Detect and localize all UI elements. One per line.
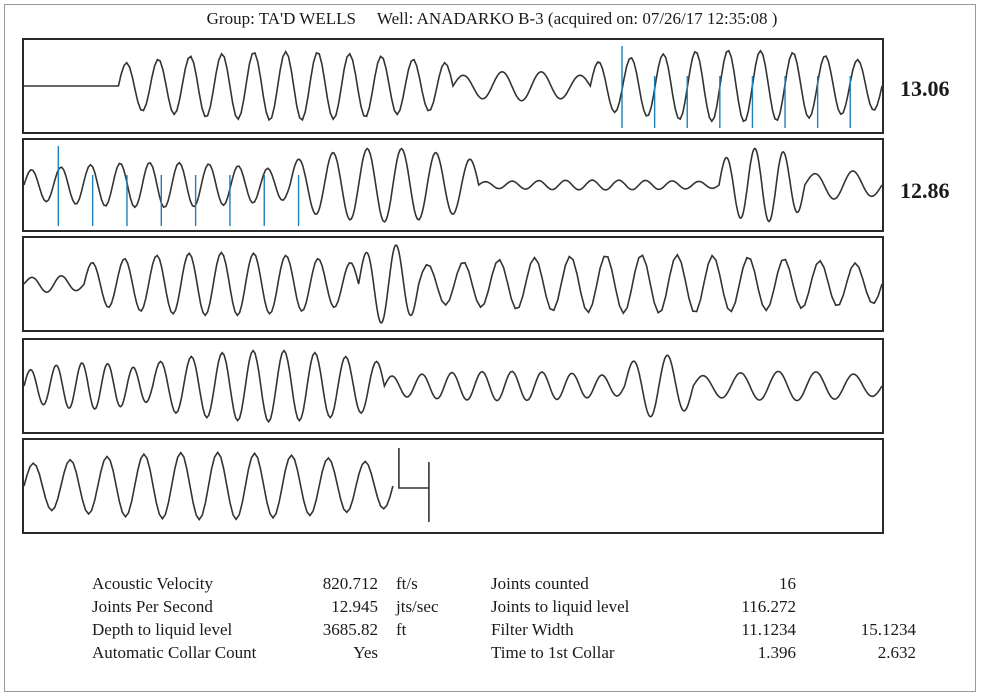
trace-panel-1 (22, 38, 884, 134)
stat-unit: ft (396, 620, 407, 639)
trace-svg-3 (23, 244, 883, 324)
trace-svg-5 (23, 448, 430, 522)
waveform-row1 (24, 49, 883, 123)
group-label: Group: TA'D WELLS (206, 9, 356, 28)
chart-header: Group: TA'D WELLS Well: ANADARKO B-3 (ac… (0, 9, 984, 29)
trace-svg-4 (23, 349, 883, 424)
stat-value: 820.712 (322, 574, 378, 593)
waveform-row4 (23, 349, 883, 424)
right-stat-labels: Joints counted Joints to liquid level Fi… (491, 572, 671, 664)
frame-border (4, 4, 976, 692)
stat-value: 15.1234 (860, 620, 916, 639)
trace-end-step (398, 448, 430, 522)
stat-label: Joints counted (491, 574, 589, 593)
trace-svg-1 (24, 46, 883, 128)
trace-svg-2 (23, 146, 883, 226)
waveform-row3 (23, 244, 883, 324)
stat-value (830, 595, 916, 618)
left-stat-values: 820.712 12.945 3685.82 Yes (290, 572, 378, 664)
stat-value: 1.396 (757, 643, 796, 662)
stat-label: Depth to liquid level (92, 620, 233, 639)
trace-panel-2 (22, 138, 884, 232)
stat-label: Acoustic Velocity (92, 574, 214, 593)
trace-panel-5 (22, 438, 884, 534)
waveform-row2 (23, 147, 883, 224)
stat-label: Filter Width (491, 620, 574, 639)
stat-label: Joints to liquid level (491, 597, 630, 616)
trace-panel-3 (22, 236, 884, 332)
stat-value: 11.1234 (741, 620, 796, 639)
stat-value: 12.945 (331, 597, 378, 616)
stat-value: 3685.82 (322, 620, 378, 639)
stat-value: 116.272 (741, 597, 796, 616)
well-label: Well: ANADARKO B-3 (acquired on: 07/26/1… (376, 9, 778, 28)
stat-label: Automatic Collar Count (92, 643, 257, 662)
right-stat-values-1: 16 116.272 11.1234 1.396 (700, 572, 796, 664)
waveform-row5 (23, 450, 394, 522)
left-stat-labels: Acoustic Velocity Joints Per Second Dept… (92, 572, 262, 664)
right-stat-values-2: 15.1234 2.632 (830, 572, 916, 664)
joint-rate-label-2: 12.86 (900, 178, 950, 203)
stat-value (830, 572, 916, 595)
trace-panel-4 (22, 338, 884, 434)
stat-unit (396, 641, 466, 664)
stat-value: 2.632 (877, 643, 916, 662)
stat-value: Yes (353, 643, 378, 662)
stat-unit: jts/sec (396, 597, 439, 616)
stat-label: Joints Per Second (92, 597, 213, 616)
stat-unit: ft/s (396, 574, 418, 593)
left-stat-units: ft/s jts/sec ft (396, 572, 466, 664)
stat-value: 16 (779, 574, 796, 593)
joint-rate-label-1: 13.06 (900, 76, 950, 101)
stat-label: Time to 1st Collar (491, 643, 615, 662)
